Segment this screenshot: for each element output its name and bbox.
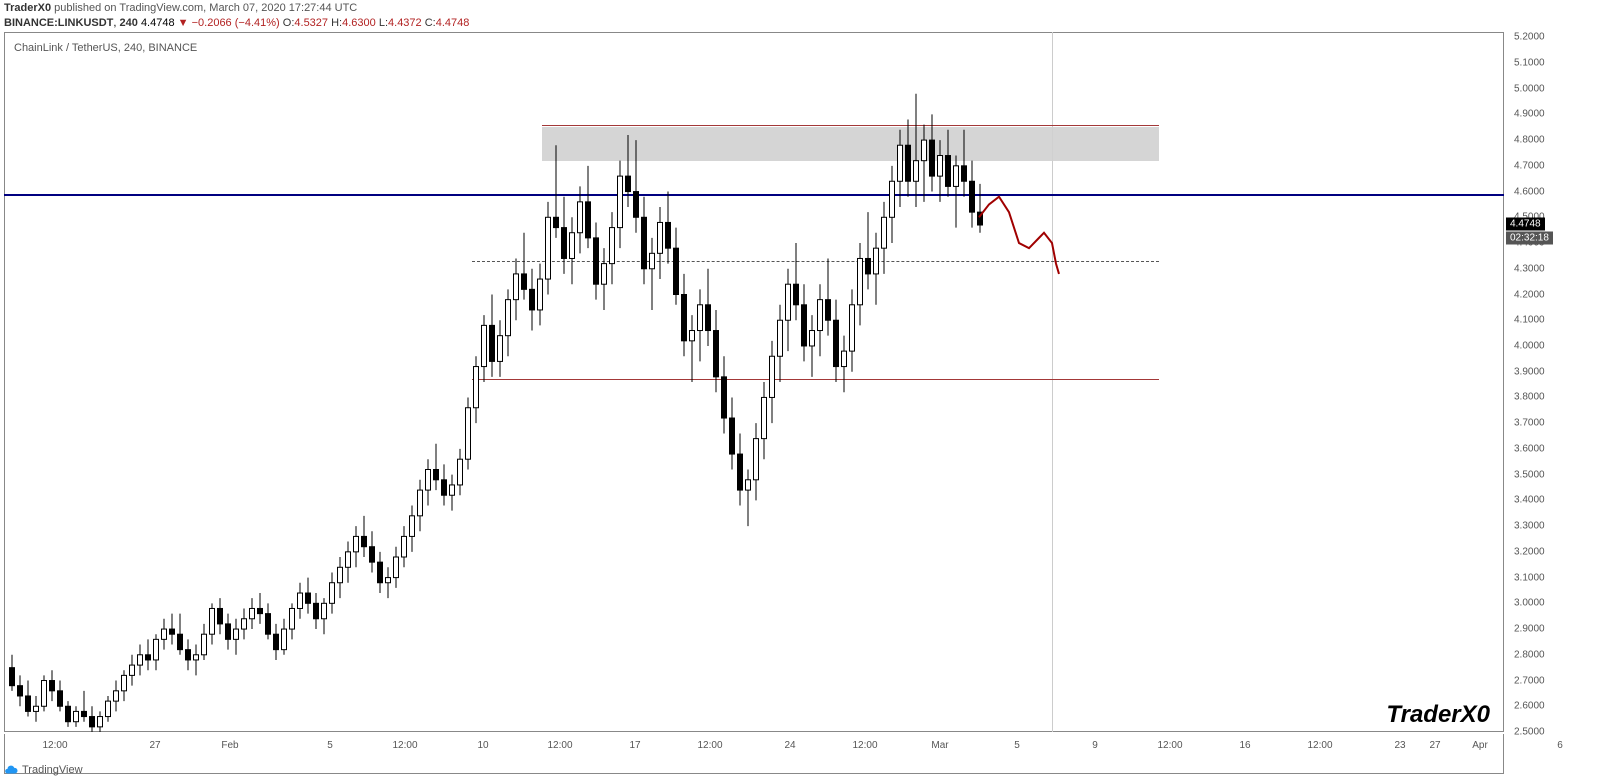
y-tick: 4.0000 bbox=[1514, 340, 1545, 351]
candle-layer bbox=[4, 32, 1504, 732]
y-tick: 4.1000 bbox=[1514, 315, 1545, 326]
x-tick: 12:00 bbox=[1157, 740, 1182, 751]
x-tick: 27 bbox=[1429, 740, 1440, 751]
y-tick: 3.0000 bbox=[1514, 598, 1545, 609]
y-tick: 3.4000 bbox=[1514, 495, 1545, 506]
chart-title: ChainLink / TetherUS, 240, BINANCE bbox=[14, 42, 197, 54]
x-axis[interactable]: 12:00 27 Feb 5 12:00 10 12:00 17 12:00 24 12:00 Mar… bbox=[4, 734, 1504, 774]
x-tick: 27 bbox=[149, 740, 160, 751]
change-pct: (−4.41%) bbox=[235, 17, 280, 29]
x-tick: 5 bbox=[327, 740, 333, 751]
author: TraderX0 bbox=[4, 2, 51, 14]
countdown-tag: 02:32:18 bbox=[1506, 231, 1553, 244]
y-tick: 5.0000 bbox=[1514, 83, 1545, 94]
y-tick: 2.8000 bbox=[1514, 649, 1545, 660]
last-price-tag: 4.4748 bbox=[1506, 217, 1545, 230]
y-axis[interactable]: 2.50002.60002.70002.80002.90003.00003.10… bbox=[1506, 32, 1566, 732]
footer-text: TradingView bbox=[22, 764, 83, 776]
x-tick: 12:00 bbox=[547, 740, 572, 751]
publish-info: TraderX0 published on TradingView.com, M… bbox=[4, 2, 357, 14]
ohlc-open: 4.5327 bbox=[294, 17, 328, 29]
y-tick: 2.6000 bbox=[1514, 701, 1545, 712]
y-tick: 3.2000 bbox=[1514, 546, 1545, 557]
y-tick: 3.8000 bbox=[1514, 392, 1545, 403]
x-tick: 5 bbox=[1014, 740, 1020, 751]
y-tick: 5.2000 bbox=[1514, 32, 1545, 43]
y-tick: 3.3000 bbox=[1514, 521, 1545, 532]
x-tick: 16 bbox=[1239, 740, 1250, 751]
x-tick: 10 bbox=[477, 740, 488, 751]
y-tick: 3.7000 bbox=[1514, 418, 1545, 429]
x-tick: 12:00 bbox=[697, 740, 722, 751]
y-tick: 2.7000 bbox=[1514, 675, 1545, 686]
y-tick: 4.6000 bbox=[1514, 186, 1545, 197]
symbol: BINANCE:LINKUSDT bbox=[4, 17, 113, 29]
ohlc-high: 4.6300 bbox=[342, 17, 376, 29]
y-tick: 2.9000 bbox=[1514, 624, 1545, 635]
y-tick: 2.5000 bbox=[1514, 727, 1545, 738]
y-tick: 3.9000 bbox=[1514, 366, 1545, 377]
tradingview-logo[interactable]: TradingView bbox=[4, 763, 83, 777]
y-tick: 4.9000 bbox=[1514, 109, 1545, 120]
cloud-icon bbox=[4, 763, 18, 777]
x-tick: 9 bbox=[1092, 740, 1098, 751]
x-tick: 12:00 bbox=[42, 740, 67, 751]
x-tick: 12:00 bbox=[392, 740, 417, 751]
watermark: TraderX0 bbox=[1386, 701, 1490, 729]
y-tick: 3.6000 bbox=[1514, 443, 1545, 454]
x-tick: Feb bbox=[221, 740, 238, 751]
x-tick: 6 bbox=[1557, 740, 1563, 751]
x-tick: 23 bbox=[1394, 740, 1405, 751]
y-tick: 4.2000 bbox=[1514, 289, 1545, 300]
ohlc-close: 4.4748 bbox=[436, 17, 470, 29]
projection-path[interactable] bbox=[979, 197, 1059, 274]
interval: 240 bbox=[120, 17, 138, 29]
x-tick: Apr bbox=[1472, 740, 1488, 751]
x-tick: 12:00 bbox=[852, 740, 877, 751]
x-tick: 24 bbox=[784, 740, 795, 751]
y-tick: 4.3000 bbox=[1514, 263, 1545, 274]
last-price: 4.4748 bbox=[141, 17, 175, 29]
change-value: −0.2066 bbox=[192, 17, 232, 29]
ohlc-low: 4.4372 bbox=[388, 17, 422, 29]
y-tick: 3.5000 bbox=[1514, 469, 1545, 480]
arrow-down-icon: ▼ bbox=[178, 17, 189, 29]
x-tick: Mar bbox=[931, 740, 948, 751]
x-tick: 17 bbox=[629, 740, 640, 751]
ticker-bar: BINANCE:LINKUSDT, 240 4.4748 ▼ −0.2066 (… bbox=[4, 17, 469, 29]
x-tick: 12:00 bbox=[1307, 740, 1332, 751]
y-tick: 5.1000 bbox=[1514, 57, 1545, 68]
chart-area[interactable]: ChainLink / TetherUS, 240, BINANCE bbox=[4, 32, 1504, 732]
y-tick: 4.7000 bbox=[1514, 160, 1545, 171]
y-tick: 3.1000 bbox=[1514, 572, 1545, 583]
y-tick: 4.8000 bbox=[1514, 135, 1545, 146]
